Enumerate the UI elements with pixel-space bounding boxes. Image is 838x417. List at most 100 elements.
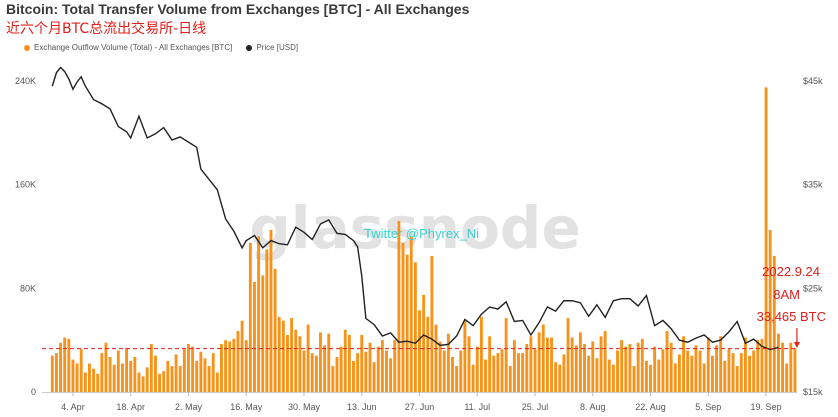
legend-item-price[interactable]: Price [USD] (246, 43, 298, 52)
outflow-bar (248, 242, 252, 392)
outflow-bar (162, 371, 166, 392)
x-tick-label: 30. May (288, 402, 321, 412)
outflow-bar (174, 354, 178, 392)
outflow-bar (129, 360, 133, 392)
outflow-bar (224, 340, 228, 392)
outflow-bar (446, 333, 450, 392)
outflow-bar (100, 353, 104, 392)
outflow-bar (756, 340, 760, 392)
outflow-bar (550, 337, 553, 392)
outflow-bar (368, 342, 372, 392)
outflow-bar (63, 337, 67, 392)
outflow-bar (632, 366, 636, 392)
outflow-bar (578, 332, 582, 392)
outflow-bar (137, 372, 141, 392)
outflow-bar (768, 229, 772, 392)
outflow-dot-icon (24, 44, 30, 51)
chart-subtitle: 近六个月BTC总流出交易所-日线 (6, 21, 207, 37)
outflow-bar (281, 320, 285, 392)
outflow-bar (228, 341, 232, 392)
outflow-bar (125, 347, 129, 392)
outflow-bar (591, 341, 595, 392)
outflow-bar (595, 358, 599, 392)
outflow-bar (352, 360, 355, 392)
outflow-bar (512, 340, 516, 392)
outflow-bar (620, 340, 624, 392)
outflow-bar (789, 342, 793, 392)
outflow-bar (211, 353, 215, 392)
outflow-bar (455, 366, 459, 392)
outflow-bar (529, 336, 533, 392)
outflow-bar (207, 366, 211, 392)
outflow-bar (677, 354, 681, 392)
outflow-bar (116, 350, 120, 392)
x-tick-label: 25. Jul (522, 402, 549, 412)
outflow-bar (496, 353, 500, 392)
outflow-bar (558, 364, 562, 392)
outflow-bar (752, 350, 756, 392)
outflow-bar (442, 350, 446, 392)
outflow-bar (793, 348, 797, 392)
outflow-bar (149, 344, 153, 392)
legend: Exchange Outflow Volume (Total) - All Ex… (24, 43, 298, 52)
outflow-bar (517, 353, 520, 392)
outflow-bar (170, 366, 174, 392)
outflow-bar (541, 324, 545, 392)
legend-label-outflow: Exchange Outflow Volume (Total) - All Ex… (34, 43, 233, 52)
outflow-bar (583, 344, 586, 392)
outflow-bar (261, 275, 265, 392)
outflow-bar (459, 350, 463, 392)
outflow-bar (624, 346, 628, 392)
x-tick-label: 22. Aug (635, 402, 666, 412)
y-right-tick-label: $35k (803, 180, 823, 190)
outflow-bar (302, 350, 306, 392)
legend-item-outflow[interactable]: Exchange Outflow Volume (Total) - All Ex… (24, 43, 232, 52)
outflow-bar (244, 340, 248, 392)
x-tick-label: 13. Jun (347, 402, 377, 412)
outflow-bar (343, 329, 347, 392)
outflow-bar (698, 350, 702, 392)
outflow-bar (112, 364, 116, 392)
outflow-bar (492, 355, 496, 392)
outflow-bar (273, 268, 277, 392)
outflow-bar (463, 320, 467, 392)
outflow-bar (764, 87, 768, 393)
outflow-bar (669, 342, 673, 392)
outflow-bar (426, 316, 430, 392)
outflow-bar (67, 338, 71, 392)
outflow-bar (389, 358, 393, 392)
outflow-bar (240, 320, 244, 392)
outflow-bar (475, 346, 479, 392)
annotation-date: 2022.9.24 (762, 264, 820, 279)
y-right-tick-label: $25k (803, 283, 823, 293)
twitter-handle: Twitter @Phyrex_Ni (364, 226, 479, 241)
outflow-bar (739, 353, 743, 392)
outflow-bar (265, 249, 269, 392)
x-tick-label: 8. Aug (580, 402, 606, 412)
outflow-bar (566, 318, 570, 392)
outflow-bar (121, 363, 124, 392)
outflow-bar (75, 363, 79, 392)
outflow-bar (310, 353, 314, 392)
outflow-bar (96, 373, 100, 392)
outflow-bar (488, 336, 492, 392)
outflow-bar (467, 336, 471, 392)
x-tick-label: 16. May (230, 402, 263, 412)
outflow-bar (723, 360, 727, 392)
outflow-bar (50, 355, 54, 392)
outflow-bar (710, 355, 714, 392)
y-left-tick-label: 0 (31, 387, 36, 397)
outflow-bar (418, 310, 421, 392)
outflow-bar (422, 294, 426, 392)
outflow-bar (257, 236, 261, 392)
outflow-bar (195, 360, 199, 392)
outflow-bar (166, 360, 170, 392)
outflow-bar (232, 338, 236, 392)
outflow-bar (331, 366, 335, 392)
outflow-bar (409, 236, 413, 392)
outflow-bar (785, 363, 789, 392)
outflow-bar (500, 349, 504, 392)
outflow-bar (743, 337, 747, 392)
outflow-bar (269, 229, 273, 392)
outflow-bar (434, 324, 438, 392)
